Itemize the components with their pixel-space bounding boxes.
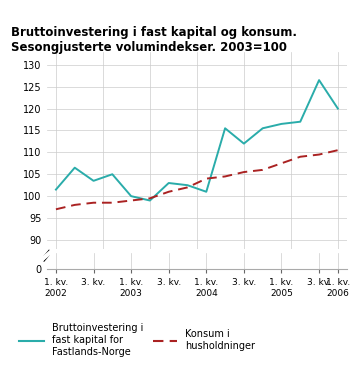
- Text: Bruttoinvestering i fast kapital og konsum.
Sesongjusterte volumindekser. 2003=1: Bruttoinvestering i fast kapital og kons…: [11, 26, 297, 54]
- Legend: Bruttoinvestering i
fast kapital for
Fastlands-Norge, Konsum i
husholdninger: Bruttoinvestering i fast kapital for Fas…: [16, 320, 258, 361]
